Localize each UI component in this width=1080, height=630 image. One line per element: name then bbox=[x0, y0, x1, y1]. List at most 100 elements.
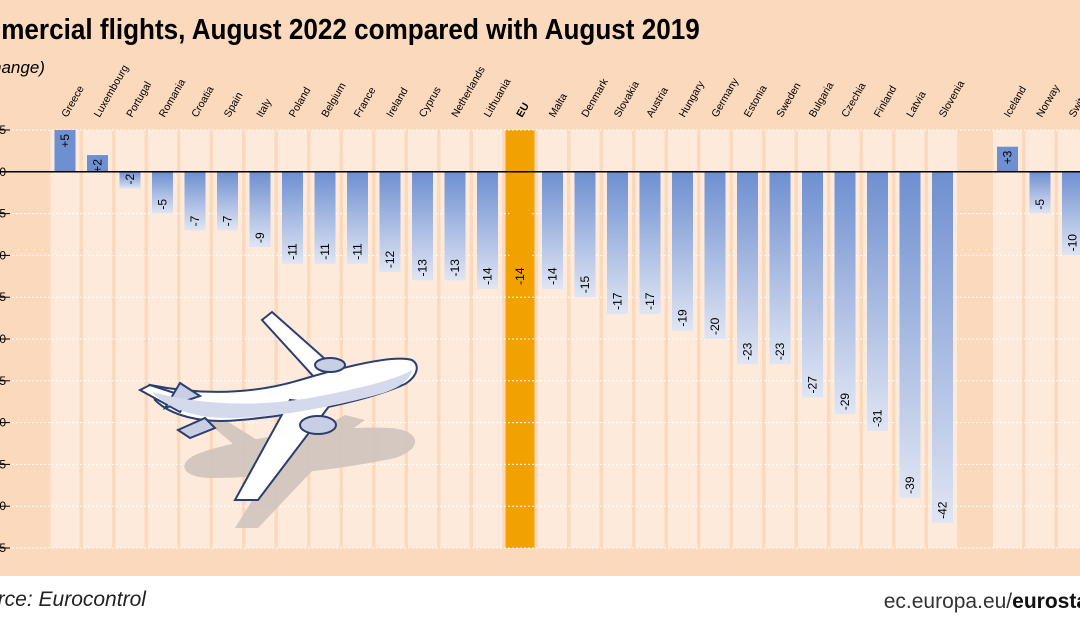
category-label: Romania bbox=[157, 77, 188, 120]
airplane-icon bbox=[137, 310, 418, 528]
bar bbox=[737, 171, 758, 365]
value-label: -17 bbox=[611, 292, 625, 310]
chart-title: mmercial flights, August 2022 compared w… bbox=[0, 14, 700, 46]
bar bbox=[509, 171, 531, 289]
category-label: Portugal bbox=[124, 80, 154, 120]
value-label: -20 bbox=[708, 317, 722, 335]
bar bbox=[899, 171, 921, 498]
bar bbox=[314, 171, 336, 264]
value-label: -2 bbox=[123, 174, 137, 185]
category-label: Spain bbox=[222, 90, 246, 119]
value-label: -5 bbox=[156, 199, 170, 210]
value-label: -12 bbox=[383, 250, 397, 268]
category-label: Norway bbox=[1034, 82, 1063, 119]
category-label: Malta bbox=[547, 91, 570, 119]
category-label: Hungary bbox=[677, 78, 708, 119]
value-label: -10 bbox=[1066, 234, 1080, 252]
value-label: -9 bbox=[253, 232, 267, 243]
bar bbox=[574, 171, 596, 298]
bar bbox=[639, 171, 661, 314]
chart-subtitle: hange) bbox=[0, 58, 45, 77]
value-label: -13 bbox=[448, 259, 462, 277]
category-label: Slovenia bbox=[937, 78, 968, 119]
value-label: -11 bbox=[286, 243, 300, 260]
category-label: Slovakia bbox=[612, 79, 642, 120]
bar bbox=[932, 171, 953, 523]
category-label: Germany bbox=[709, 75, 741, 119]
bar bbox=[412, 171, 433, 281]
value-label: -14 bbox=[513, 267, 527, 285]
bar bbox=[542, 171, 563, 289]
value-label: -29 bbox=[838, 393, 852, 411]
category-label: Lithuania bbox=[482, 76, 514, 119]
bar bbox=[217, 171, 238, 231]
category-label: Switzerland bbox=[1067, 66, 1080, 119]
value-label: +3 bbox=[1001, 150, 1015, 164]
bars bbox=[54, 130, 1080, 523]
bar bbox=[802, 171, 823, 398]
category-label: Belgium bbox=[319, 80, 348, 119]
y-axis-ticks: 50-5-10-15-20-25-30-35-40-45 bbox=[0, 123, 10, 555]
category-label: Latvia bbox=[904, 89, 928, 119]
value-label: -7 bbox=[221, 215, 235, 226]
value-label: +2 bbox=[91, 159, 105, 173]
bar bbox=[834, 171, 856, 415]
bar bbox=[607, 171, 628, 314]
category-label: France bbox=[352, 85, 379, 119]
category-label: Sweden bbox=[774, 81, 803, 120]
value-label: -19 bbox=[676, 309, 690, 327]
bar bbox=[672, 171, 693, 331]
category-label: EU bbox=[514, 101, 532, 120]
value-label: -5 bbox=[1033, 199, 1047, 210]
bar bbox=[704, 171, 726, 339]
value-label: -11 bbox=[318, 243, 332, 260]
value-label: -23 bbox=[741, 342, 755, 360]
category-label: Greece bbox=[59, 84, 87, 120]
bar bbox=[867, 171, 888, 431]
category-label: Italy bbox=[254, 96, 274, 119]
bar bbox=[184, 171, 206, 231]
value-label: -14 bbox=[546, 267, 560, 285]
category-label: Bulgaria bbox=[807, 80, 837, 120]
category-label: Finland bbox=[872, 84, 900, 120]
source-note: urce: Eurocontrol bbox=[0, 588, 146, 611]
bar bbox=[477, 171, 498, 289]
category-label: Ireland bbox=[384, 86, 411, 120]
bar bbox=[769, 171, 791, 365]
value-label: -15 bbox=[578, 276, 592, 294]
value-label: -13 bbox=[416, 259, 430, 277]
bar bbox=[1062, 171, 1080, 256]
bar bbox=[119, 171, 141, 189]
site-prefix: ec.europa.eu/ bbox=[883, 590, 1013, 613]
value-label: -23 bbox=[773, 342, 787, 360]
footer bbox=[0, 576, 1080, 630]
bar bbox=[249, 171, 271, 248]
bar bbox=[87, 155, 108, 172]
value-label: -7 bbox=[188, 215, 202, 226]
bar bbox=[152, 171, 173, 214]
bar bbox=[997, 146, 1018, 172]
site-link[interactable]: ec.europa.eu/eurosta bbox=[884, 590, 1080, 614]
value-label: -11 bbox=[351, 243, 365, 260]
category-label: Iceland bbox=[1002, 84, 1029, 119]
category-label: Croatia bbox=[189, 84, 216, 119]
category-label: Austria bbox=[644, 85, 671, 119]
category-label: Estonia bbox=[742, 83, 770, 119]
bar bbox=[1029, 171, 1051, 214]
value-labels: +5 +2 -2 -5 -7 -7 -9 -11 -11 -11 -12 -13 -13 -14 -14 -1… bbox=[58, 134, 1080, 519]
category-label: Cyprus bbox=[417, 85, 444, 120]
value-label: -14 bbox=[481, 267, 495, 285]
value-label: -17 bbox=[643, 292, 657, 310]
bar bbox=[54, 130, 76, 172]
category-label: Denmark bbox=[579, 76, 611, 120]
value-label: -39 bbox=[903, 476, 917, 494]
value-label: +5 bbox=[58, 134, 72, 148]
site-brand: eurosta bbox=[1012, 590, 1080, 613]
bar bbox=[444, 171, 466, 281]
category-label: Poland bbox=[287, 85, 314, 119]
value-label: -27 bbox=[806, 376, 820, 394]
bar bbox=[347, 171, 368, 264]
category-label: Czechia bbox=[839, 81, 868, 120]
